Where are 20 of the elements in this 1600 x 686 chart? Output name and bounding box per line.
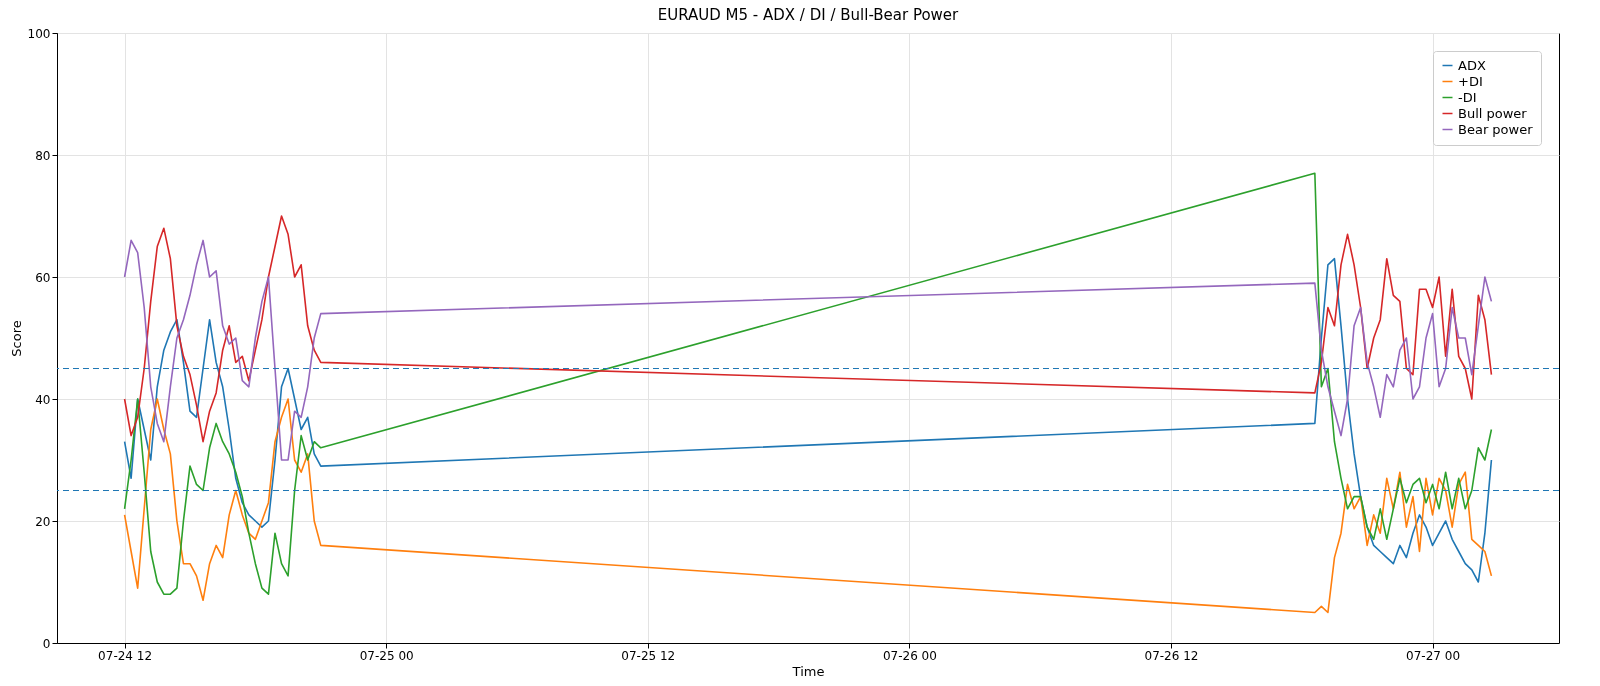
y-tick-label: 20: [35, 514, 51, 529]
x-tick-label: 07-26 00: [882, 648, 937, 663]
x-tick-label: 07-25 00: [359, 648, 414, 663]
y-tick-label: 0: [42, 636, 51, 651]
legend-label: +DI: [1458, 73, 1483, 89]
x-tick-label: 07-26 12: [1144, 648, 1199, 663]
y-axis-title: Score: [8, 320, 24, 357]
x-tick-label: 07-24 12: [98, 648, 153, 663]
x-tick-label: 07-27 00: [1406, 648, 1461, 663]
y-tick-label: 60: [35, 270, 51, 285]
y-tick-label: 80: [35, 148, 51, 163]
x-tick-label: 07-25 12: [621, 648, 676, 663]
legend-label: -DI: [1458, 89, 1477, 105]
legend-label: ADX: [1458, 57, 1486, 73]
legend-label: Bear power: [1458, 121, 1534, 137]
y-tick-label: 40: [35, 392, 51, 407]
chart-title: EURAUD M5 - ADX / DI / Bull-Bear Power: [657, 6, 960, 24]
legend-label: Bull power: [1458, 105, 1528, 121]
y-tick-label: 100: [27, 26, 51, 41]
x-axis-title: Time: [791, 663, 825, 679]
